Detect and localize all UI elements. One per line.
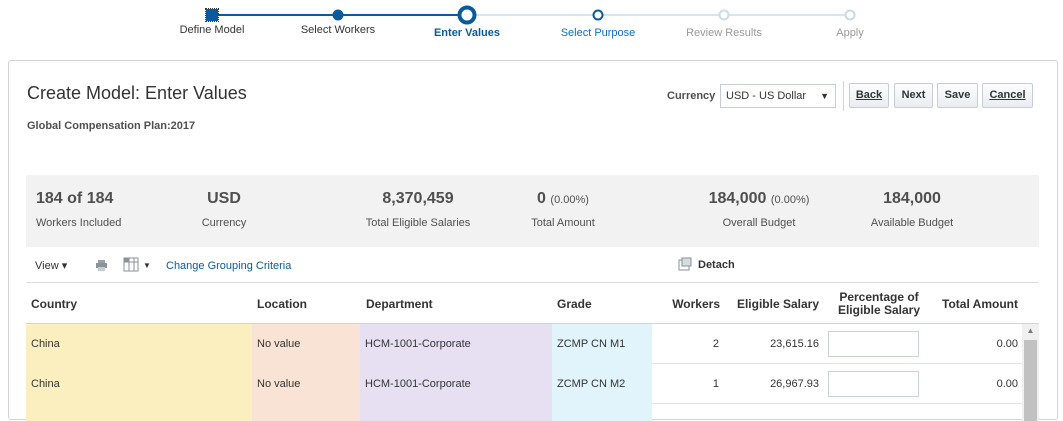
next-button[interactable]: Next <box>894 83 933 108</box>
metric-caption: Workers Included <box>36 217 122 229</box>
metric-value: 184 of 184 <box>36 190 114 207</box>
percentage-input[interactable] <box>828 331 919 357</box>
cell-location <box>252 404 360 421</box>
step-current-icon <box>457 5 477 25</box>
column-header-workers[interactable]: Workers <box>672 297 720 311</box>
metric-value: 184,000 <box>883 190 941 207</box>
column-header-department[interactable]: Department <box>366 297 433 311</box>
values-table: Country Location Department Grade Worker… <box>26 282 1039 421</box>
summary-strip: 184 of 184 Workers Included USD Currency… <box>26 175 1039 247</box>
cell-total-amount: 0.00 <box>996 338 1018 350</box>
save-button[interactable]: Save <box>937 83 978 108</box>
back-button[interactable]: Back <box>849 83 889 108</box>
train-step-label: Review Results <box>686 27 762 39</box>
cell-location: No value <box>252 364 360 404</box>
train-step-label: Define Model <box>179 24 245 36</box>
step-next-icon <box>592 9 604 21</box>
train-step-label: Enter Values <box>433 27 501 39</box>
scrollbar-thumb[interactable] <box>1024 340 1037 421</box>
vertical-scrollbar[interactable]: ▲ <box>1022 324 1039 421</box>
currency-select[interactable]: USD - US Dollar ▼ <box>720 84 836 108</box>
freeze-columns-icon[interactable] <box>123 257 139 277</box>
detach-button[interactable]: Detach <box>698 259 735 271</box>
cell-department <box>360 404 552 421</box>
train-step-label: Apply <box>836 27 864 39</box>
train-step-label: Select Purpose <box>560 27 636 39</box>
cell-grade <box>552 404 652 421</box>
metric-caption: Total Amount <box>531 217 595 229</box>
step-future-icon <box>844 9 856 21</box>
view-menu[interactable]: View ▾ <box>35 260 68 272</box>
cell-department: HCM-1001-Corporate <box>360 364 552 404</box>
percentage-input[interactable] <box>828 371 919 397</box>
train-step-label: Select Workers <box>300 24 376 36</box>
cancel-button[interactable]: Cancel <box>982 83 1033 108</box>
main-panel: Create Model: Enter Values Global Compen… <box>8 60 1058 421</box>
currency-label: Currency <box>667 90 716 102</box>
metric-caption: Available Budget <box>870 217 954 229</box>
column-header-location[interactable]: Location <box>257 297 307 311</box>
page-title: Create Model: Enter Values <box>27 83 247 103</box>
table-row[interactable] <box>26 404 1022 421</box>
print-icon[interactable] <box>95 259 108 277</box>
metric-caption: Overall Budget <box>722 217 796 229</box>
cell-country: China <box>26 324 252 364</box>
cell-total-amount: 0.00 <box>996 378 1018 390</box>
cell-workers: 1 <box>712 378 719 390</box>
step-complete-icon <box>332 9 344 21</box>
column-header-eligible-salary[interactable]: Eligible Salary <box>736 297 819 311</box>
metric-value: USD <box>207 190 241 207</box>
metric-caption: Total Eligible Salaries <box>365 217 471 229</box>
table-row[interactable]: China No value HCM-1001-Corporate ZCMP C… <box>26 364 1022 404</box>
cell-grade: ZCMP CN M1 <box>552 324 652 364</box>
cell-workers: 2 <box>712 338 719 350</box>
train-line-remaining <box>467 14 850 16</box>
column-header-grade[interactable]: Grade <box>557 297 592 311</box>
table-header: Country Location Department Grade Worker… <box>26 282 1039 324</box>
cell-country <box>26 404 252 421</box>
cell-grade: ZCMP CN M2 <box>552 364 652 404</box>
cell-department: HCM-1001-Corporate <box>360 324 552 364</box>
metric-value: 8,370,459 <box>382 190 454 207</box>
step-complete-icon <box>205 8 219 22</box>
metric-caption: Currency <box>201 217 247 229</box>
metric-value: 0 (0.00%) <box>537 190 589 207</box>
column-header-country[interactable]: Country <box>31 297 77 311</box>
process-train: Define Model Select Workers Enter Values… <box>0 0 1063 60</box>
cell-eligible-salary: 26,967.93 <box>770 378 819 390</box>
column-header-total-amount[interactable]: Total Amount <box>942 297 1018 311</box>
column-header-percentage-of-eligible-salary[interactable]: Percentage of Eligible Salary <box>837 290 921 317</box>
cell-location: No value <box>252 324 360 364</box>
currency-select-value: USD - US Dollar <box>726 90 807 102</box>
detach-icon[interactable] <box>678 257 692 276</box>
dropdown-arrow-icon: ▼ <box>820 91 829 101</box>
toolbar-separator <box>843 81 844 111</box>
step-future-icon <box>718 9 730 21</box>
cell-eligible-salary: 23,615.16 <box>770 338 819 350</box>
plan-name: Global Compensation Plan:2017 <box>27 120 196 132</box>
change-grouping-criteria-link[interactable]: Change Grouping Criteria <box>166 260 292 272</box>
scroll-up-arrow-icon[interactable]: ▲ <box>1026 326 1035 335</box>
cell-country: China <box>26 364 252 404</box>
chevron-down-icon[interactable]: ▼ <box>143 261 151 270</box>
table-row[interactable]: China No value HCM-1001-Corporate ZCMP C… <box>26 324 1022 364</box>
metric-value: 184,000 (0.00%) <box>708 190 810 207</box>
